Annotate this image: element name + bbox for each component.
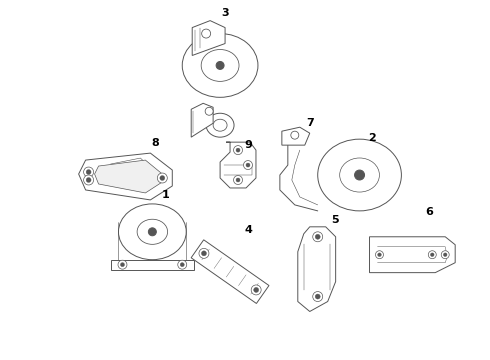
Circle shape [148, 228, 156, 236]
Circle shape [86, 177, 91, 183]
Circle shape [313, 232, 323, 242]
Circle shape [443, 253, 447, 257]
Circle shape [180, 263, 184, 267]
Text: 6: 6 [425, 207, 433, 217]
Polygon shape [78, 153, 172, 200]
Ellipse shape [340, 158, 379, 192]
Circle shape [234, 146, 243, 154]
Ellipse shape [182, 33, 258, 97]
Circle shape [246, 163, 250, 167]
Circle shape [291, 131, 299, 139]
Circle shape [205, 107, 213, 115]
Circle shape [441, 251, 449, 259]
Circle shape [375, 251, 384, 259]
Circle shape [254, 287, 259, 292]
Circle shape [86, 170, 91, 175]
Ellipse shape [201, 50, 239, 81]
Circle shape [84, 167, 94, 177]
Circle shape [199, 248, 209, 258]
Circle shape [160, 176, 165, 180]
Ellipse shape [318, 139, 401, 211]
Circle shape [118, 260, 127, 269]
Circle shape [355, 170, 365, 180]
Circle shape [84, 175, 94, 185]
Ellipse shape [213, 119, 227, 131]
Circle shape [315, 294, 320, 299]
Text: 1: 1 [161, 190, 169, 200]
Polygon shape [95, 160, 162, 193]
Circle shape [236, 178, 240, 182]
Circle shape [234, 176, 243, 184]
Ellipse shape [137, 219, 168, 244]
Ellipse shape [206, 113, 234, 137]
Circle shape [251, 285, 261, 295]
Circle shape [244, 161, 252, 170]
Polygon shape [282, 127, 310, 145]
Polygon shape [192, 21, 225, 55]
Circle shape [236, 148, 240, 152]
Circle shape [216, 62, 224, 69]
Polygon shape [220, 142, 256, 188]
Text: 4: 4 [244, 225, 252, 235]
Circle shape [378, 253, 381, 257]
Circle shape [428, 251, 436, 259]
Polygon shape [298, 227, 336, 311]
Text: 9: 9 [244, 140, 252, 150]
Circle shape [315, 234, 320, 239]
Circle shape [313, 292, 323, 302]
Circle shape [202, 29, 211, 38]
Text: 5: 5 [331, 215, 339, 225]
Circle shape [201, 251, 206, 256]
Circle shape [431, 253, 434, 257]
Polygon shape [111, 260, 194, 270]
Text: 8: 8 [151, 138, 159, 148]
Ellipse shape [119, 204, 186, 260]
Text: 2: 2 [368, 133, 375, 143]
Circle shape [178, 260, 187, 269]
Circle shape [157, 173, 167, 183]
Text: 3: 3 [221, 8, 229, 18]
Circle shape [121, 263, 124, 267]
Text: 7: 7 [306, 118, 314, 128]
Polygon shape [191, 240, 269, 303]
Polygon shape [191, 103, 213, 137]
Polygon shape [369, 237, 455, 273]
